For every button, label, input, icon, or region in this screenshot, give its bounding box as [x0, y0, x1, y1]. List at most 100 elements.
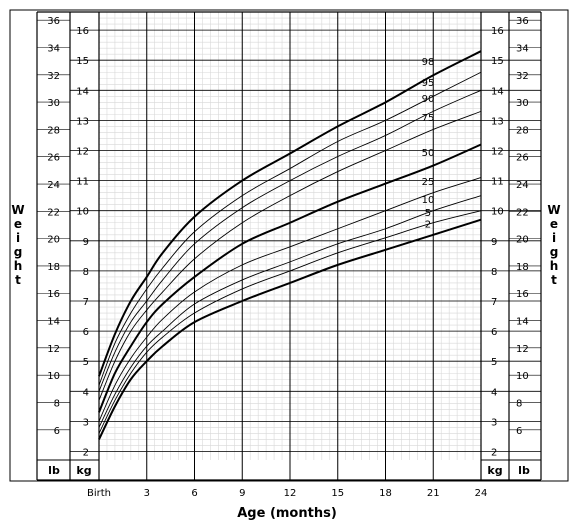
- lb-tick-label-right: 20: [516, 235, 529, 246]
- percentile-curve-25: [98, 177, 482, 422]
- lb-tick-label-left: 12: [47, 344, 60, 355]
- kg-tick-label-right: 5: [491, 357, 497, 368]
- y-axis-title-left-letter: e: [14, 217, 22, 231]
- x-tick-label: 6: [191, 488, 197, 499]
- percentile-curve-5: [98, 210, 482, 434]
- unit-label-kg-right: kg: [487, 464, 502, 477]
- kg-tick-label-right: 13: [491, 116, 504, 127]
- kg-tick-label-right: 4: [491, 387, 497, 398]
- kg-tick-label-left: 15: [76, 56, 89, 67]
- percentile-label-2: 2: [425, 219, 431, 230]
- x-tick-label: 21: [427, 488, 440, 499]
- y-axis-ticks: 2 2 3 34 4 5 5 6 6 7 7 8 8 9 9 10 10 11 11 12 12 13 13 14 14 15 15…: [37, 16, 541, 477]
- lb-tick-label-left: 24: [47, 180, 60, 191]
- percentile-label-25: 25: [422, 177, 435, 188]
- y-axis-title-left-letter: h: [14, 259, 23, 273]
- lb-tick-label-left: 18: [47, 262, 60, 273]
- lb-tick-label-right: 32: [516, 71, 529, 82]
- axis-titles: Age (months) W We ei ig gh ht t: [11, 203, 560, 521]
- percentile-label-95: 95: [422, 78, 435, 89]
- kg-tick-label-right: 12: [491, 147, 504, 158]
- y-axis-title-right-letter: t: [551, 273, 557, 287]
- kg-tick-label-left: 4: [83, 387, 89, 398]
- kg-tick-label-right: 15: [491, 56, 504, 67]
- lb-tick-label-left: 36: [47, 16, 60, 27]
- kg-tick-label-left: 6: [83, 327, 89, 338]
- lb-tick-label-left: 28: [47, 125, 60, 136]
- y-axis-title-left-letter: g: [14, 245, 23, 259]
- lb-tick-label-right: 36: [516, 16, 529, 27]
- y-axis-title-right-letter: W: [547, 203, 560, 217]
- lb-tick-label-right: 18: [516, 262, 529, 273]
- kg-tick-label-left: 5: [83, 357, 89, 368]
- x-tick-label: 3: [144, 488, 150, 499]
- kg-tick-label-left: 13: [76, 116, 89, 127]
- lb-tick-label-right: 30: [516, 98, 529, 109]
- lb-tick-label-left: 8: [54, 398, 60, 409]
- x-axis-ticks: Birth 3 6 9 12 15 18 21 24: [87, 488, 487, 499]
- lb-tick-label-right: 28: [516, 125, 529, 136]
- kg-tick-label-left: 9: [83, 237, 89, 248]
- lb-tick-label-right: 34: [516, 43, 529, 54]
- percentile-label-90: 90: [422, 94, 435, 105]
- y-axis-title-left-letter: i: [16, 231, 20, 245]
- x-tick-label: 15: [331, 488, 344, 499]
- outer-border: [9, 9, 569, 482]
- lb-tick-label-left: 26: [47, 153, 60, 164]
- lb-tick-label-right: 24: [516, 180, 529, 191]
- lb-tick-label-left: 34: [47, 43, 60, 54]
- percentile-curve-95: [98, 71, 482, 386]
- lb-tick-label-left: 20: [47, 235, 60, 246]
- kg-tick-label-right: 3: [491, 417, 497, 428]
- percentile-curves: [98, 50, 482, 440]
- x-tick-label: 24: [475, 488, 488, 499]
- percentile-labels: 98 95 90 75 50 25 10 52: [422, 57, 435, 230]
- kg-tick-label-left: 14: [76, 86, 89, 97]
- kg-tick-label-left: 11: [76, 177, 89, 188]
- kg-tick-label-right: 11: [491, 177, 504, 188]
- kg-tick-label-right: 10: [491, 207, 504, 218]
- lb-tick-label-left: 30: [47, 98, 60, 109]
- x-tick-label: Birth: [87, 488, 111, 499]
- percentile-label-10: 10: [422, 195, 435, 206]
- kg-tick-label-right: 9: [491, 237, 497, 248]
- kg-tick-label-left: 7: [83, 297, 89, 308]
- lb-tick-label-right: 8: [516, 398, 522, 409]
- x-tick-label: 18: [379, 488, 392, 499]
- kg-tick-label-right: 16: [491, 26, 504, 37]
- unit-label-lb-left: lb: [48, 464, 60, 477]
- percentile-curve-98: [98, 50, 482, 377]
- lb-tick-label-right: 10: [516, 371, 529, 382]
- y-axis-title-right-letter: i: [552, 231, 556, 245]
- kg-tick-label-left: 10: [76, 207, 89, 218]
- percentile-label-50: 50: [422, 148, 435, 159]
- percentile-label-98: 98: [422, 57, 435, 68]
- y-axis-title-right-letter: e: [550, 217, 558, 231]
- percentile-curve-75: [98, 110, 482, 401]
- y-axis-title-left-letter: t: [15, 273, 21, 287]
- x-tick-label: 9: [239, 488, 245, 499]
- unit-label-lb-right: lb: [518, 464, 530, 477]
- unit-label-kg-left: kg: [76, 464, 91, 477]
- kg-tick-label-right: 14: [491, 86, 504, 97]
- lb-tick-label-left: 22: [47, 207, 60, 218]
- y-axis-title-right-letter: h: [550, 259, 559, 273]
- lb-tick-label-right: 6: [516, 426, 522, 437]
- lb-tick-label-left: 10: [47, 371, 60, 382]
- x-tick-label: 12: [284, 488, 297, 499]
- lb-tick-label-right: 22: [516, 207, 529, 218]
- lb-tick-label-left: 6: [54, 426, 60, 437]
- percentile-label-75: 75: [422, 113, 435, 124]
- percentile-curve-50: [98, 143, 482, 413]
- kg-tick-label-left: 16: [76, 26, 89, 37]
- kg-tick-label-left: 8: [83, 267, 89, 278]
- kg-tick-label-right: 7: [491, 297, 497, 308]
- kg-tick-label-right: 6: [491, 327, 497, 338]
- percentile-curve-2: [98, 218, 482, 440]
- y-axis-title-left-letter: W: [11, 203, 24, 217]
- lb-tick-label-right: 16: [516, 289, 529, 300]
- major-grid: [70, 12, 541, 480]
- lb-tick-label-left: 16: [47, 289, 60, 300]
- kg-tick-label-left: 12: [76, 147, 89, 158]
